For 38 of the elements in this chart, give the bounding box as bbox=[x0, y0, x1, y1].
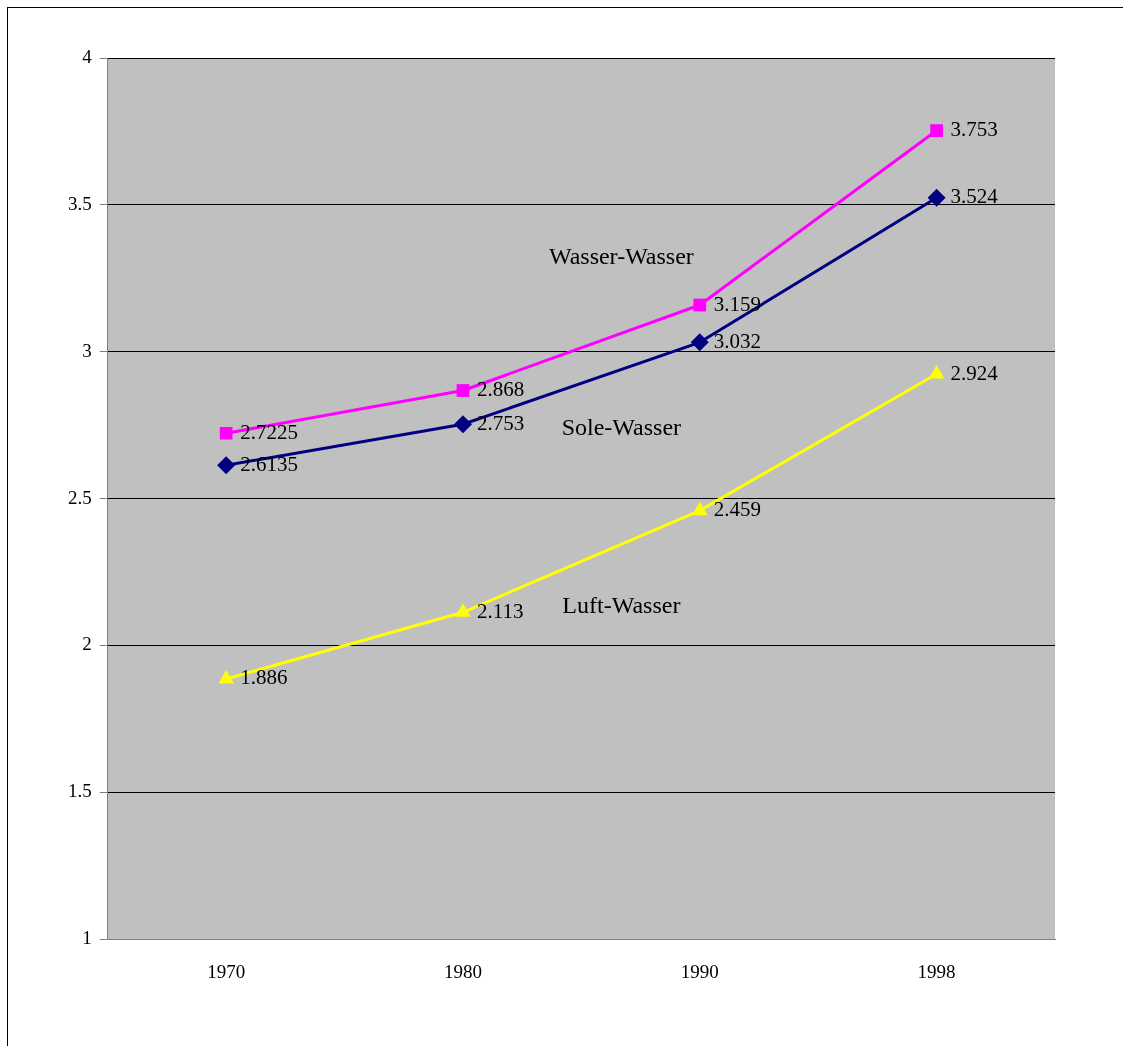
point bbox=[218, 669, 234, 684]
data-label: 2.7225 bbox=[240, 419, 298, 444]
point bbox=[453, 415, 472, 434]
series-label: Luft-Wasser bbox=[562, 591, 681, 618]
point bbox=[928, 365, 945, 379]
y-tick-label: 3.5 bbox=[68, 192, 92, 214]
series-label: Sole-Wasser bbox=[561, 413, 682, 440]
point bbox=[691, 501, 708, 516]
y-tick-label: 1.5 bbox=[68, 780, 92, 802]
y-tick-label: 1 bbox=[82, 927, 92, 949]
point bbox=[455, 603, 471, 617]
x-tick-label: 1970 bbox=[207, 960, 246, 982]
data-label: 3.159 bbox=[713, 291, 762, 316]
y-tick-label: 2 bbox=[82, 633, 92, 655]
point bbox=[693, 298, 707, 312]
data-label: 2.924 bbox=[950, 360, 999, 385]
point bbox=[456, 384, 470, 397]
x-tick-label: 1980 bbox=[443, 960, 482, 982]
point bbox=[927, 188, 946, 207]
data-label: 2.868 bbox=[476, 377, 525, 402]
data-label: 1.886 bbox=[240, 665, 288, 690]
data-label: 2.6135 bbox=[240, 451, 298, 476]
y-tick-label: 4 bbox=[82, 45, 93, 67]
data-label: 3.032 bbox=[713, 328, 762, 353]
data-label: 2.459 bbox=[713, 497, 762, 522]
x-tick-label: 1998 bbox=[917, 960, 956, 982]
y-tick-label: 2.5 bbox=[68, 486, 92, 508]
data-label: 2.753 bbox=[476, 410, 525, 435]
series-label: Wasser-Wasser bbox=[548, 243, 694, 270]
data-label: 3.524 bbox=[950, 184, 999, 209]
point bbox=[217, 456, 236, 475]
data-label: 2.113 bbox=[476, 598, 524, 623]
x-tick-label: 1990 bbox=[680, 960, 719, 982]
y-tick-label: 3 bbox=[82, 339, 92, 361]
point bbox=[690, 333, 709, 352]
data-label: 3.753 bbox=[950, 117, 998, 142]
point bbox=[930, 124, 943, 137]
point bbox=[219, 426, 233, 440]
